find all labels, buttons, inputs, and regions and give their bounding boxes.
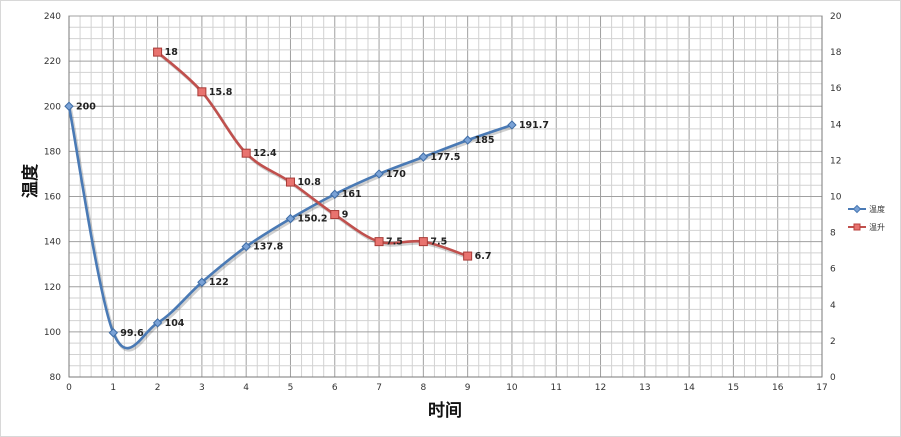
y-axis-title: 温度 <box>20 163 41 198</box>
data-point-rise <box>241 148 251 158</box>
data-point-rise <box>418 237 428 247</box>
grid <box>68 15 823 378</box>
y-tick-label: 100 <box>44 328 61 338</box>
data-label-temperature: 185 <box>475 135 495 146</box>
x-tick-label: 5 <box>288 383 294 393</box>
x-tick-label: 7 <box>376 383 382 393</box>
axes: 0 1 2 3 4 5 6 7 8 9 10 11 12 13 14 15 16 1780100120140160… <box>44 12 842 393</box>
data-point-temperature <box>418 152 429 162</box>
data-point-temperature <box>374 169 384 179</box>
x-tick-label: 12 <box>595 383 606 393</box>
data-label-rise: 12.4 <box>253 148 277 159</box>
data-point-temperature <box>108 328 119 338</box>
data-label-temperature: 150.2 <box>297 214 327 225</box>
y-tick-label: 240 <box>44 12 61 22</box>
data-point-rise <box>285 177 295 187</box>
y2-tick-label: 20 <box>830 12 842 22</box>
x-tick-label: 8 <box>420 383 426 393</box>
y2-tick-label: 2 <box>830 337 836 347</box>
legend-marker-rise <box>853 223 861 231</box>
data-label-rise: 7.5 <box>386 237 403 248</box>
y-tick-label: 120 <box>44 283 61 293</box>
y2-tick-label: 0 <box>830 373 836 383</box>
data-label-temperature: 161 <box>342 189 362 200</box>
data-label-rise: 18 <box>165 47 179 58</box>
y2-tick-label: 6 <box>830 265 836 275</box>
data-point-rise <box>330 210 340 220</box>
y-tick-label: 160 <box>44 193 61 203</box>
data-label-temperature: 122 <box>209 277 229 288</box>
y2-tick-label: 16 <box>830 84 842 94</box>
data-point-rise <box>153 47 163 57</box>
y-tick-label: 80 <box>50 373 62 383</box>
data-label-rise: 9 <box>342 210 349 221</box>
data-point-temperature <box>462 135 473 145</box>
x-tick-label: 4 <box>243 383 249 393</box>
x-tick-label: 0 <box>66 383 72 393</box>
data-label-rise: 6.7 <box>475 251 492 262</box>
legend-marker-temperature <box>852 204 862 214</box>
legend-label-temperature: 温度 <box>869 204 885 214</box>
x-tick-label: 16 <box>772 383 784 393</box>
data-label-temperature: 170 <box>386 169 406 180</box>
x-axis-title: 时间 <box>428 400 462 421</box>
x-tick-label: 9 <box>465 383 471 393</box>
data-label-temperature: 177.5 <box>430 152 460 163</box>
x-tick-label: 15 <box>728 383 739 393</box>
data-point-temperature <box>152 318 163 328</box>
data-label-rise: 15.8 <box>209 87 233 98</box>
x-tick-label: 1 <box>110 383 116 393</box>
data-point-temperature <box>507 120 517 130</box>
x-tick-label: 2 <box>155 383 161 393</box>
legend: 温度 温升 <box>848 204 885 232</box>
data-label-temperature: 104 <box>165 318 185 329</box>
x-tick-label: 13 <box>639 383 650 393</box>
y2-tick-label: 10 <box>830 193 842 203</box>
data-label-temperature: 99.6 <box>120 328 144 339</box>
y2-tick-label: 8 <box>830 229 836 239</box>
y-tick-label: 220 <box>44 57 61 67</box>
y2-tick-label: 12 <box>830 156 841 166</box>
data-point-temperature <box>330 189 340 199</box>
y-tick-label: 180 <box>44 147 61 157</box>
y2-tick-label: 4 <box>830 301 836 311</box>
x-tick-label: 17 <box>816 383 827 393</box>
data-label-rise: 10.8 <box>297 177 321 188</box>
data-point-temperature <box>241 241 251 252</box>
x-tick-label: 6 <box>332 383 338 393</box>
y2-tick-label: 18 <box>830 48 842 58</box>
series <box>64 47 517 352</box>
data-point-rise <box>463 251 473 261</box>
x-tick-label: 3 <box>199 383 205 393</box>
y2-tick-label: 14 <box>830 120 842 130</box>
legend-label-rise: 温升 <box>869 223 885 232</box>
y-tick-label: 200 <box>44 102 61 112</box>
x-tick-label: 11 <box>551 383 562 393</box>
data-point-temperature <box>197 277 207 287</box>
data-point-temperature <box>64 101 74 111</box>
x-tick-label: 10 <box>506 383 518 393</box>
data-label-temperature: 200 <box>76 101 96 112</box>
data-point-rise <box>197 87 207 97</box>
data-label-temperature: 137.8 <box>253 242 283 253</box>
data-point-temperature <box>285 213 296 224</box>
x-tick-label: 14 <box>683 383 695 393</box>
series-line-rise <box>156 50 469 258</box>
y-tick-label: 140 <box>44 238 61 248</box>
data-point-rise <box>374 237 384 247</box>
data-labels: 200 99.6 104 122 137.8 150.2 161 170 177.5 185 191… <box>76 47 549 339</box>
data-label-temperature: 191.7 <box>519 120 549 131</box>
data-label-rise: 7.5 <box>430 237 447 248</box>
